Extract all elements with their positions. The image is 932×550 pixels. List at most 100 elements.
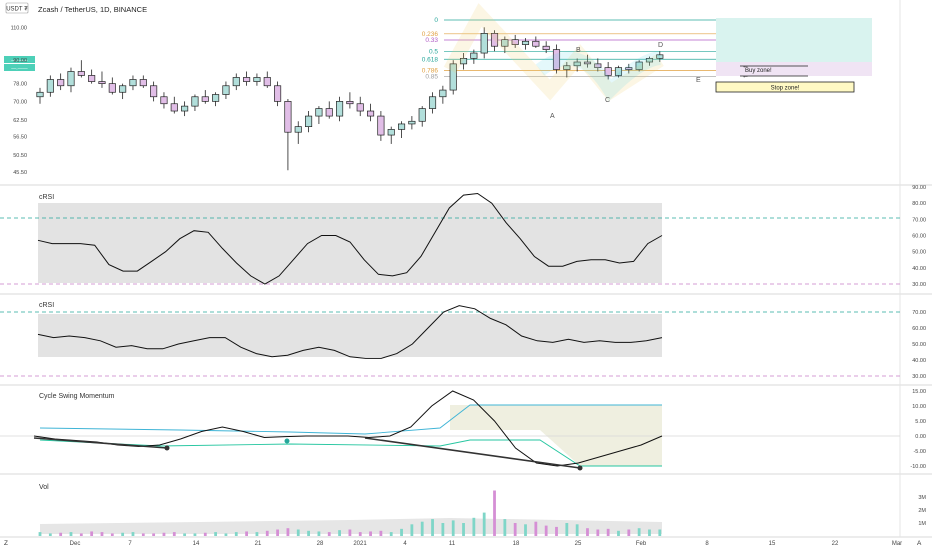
swing-trendline	[33, 437, 168, 449]
fib-level-label: 0.5	[429, 48, 438, 55]
pattern-point-e: E	[696, 77, 701, 84]
price-axis-label: 62.50	[13, 118, 27, 124]
fib-level-label: 0.33	[425, 37, 438, 44]
time-axis-label: Dec	[70, 541, 81, 547]
price-axis-label: 110.00	[11, 25, 27, 31]
candle	[243, 71, 251, 86]
price-axis-label: 78.00	[13, 82, 27, 88]
timezone-toggle[interactable]: Z	[4, 540, 8, 547]
axis-label: 60.00	[912, 326, 926, 332]
candle	[222, 81, 230, 100]
candle	[459, 53, 468, 70]
price-axis-label: 56.50	[13, 135, 27, 141]
volume-bar	[255, 532, 259, 536]
candle	[191, 94, 199, 112]
crsi-line	[37, 192, 663, 285]
axis-label: 70.00	[912, 310, 926, 316]
volume-bar	[472, 517, 476, 536]
price-axis-label: 50.50	[13, 153, 27, 159]
candle	[284, 99, 292, 171]
candle	[573, 58, 581, 72]
stop-zone-box[interactable]	[715, 81, 855, 93]
volume-bar	[59, 532, 63, 536]
swing-trendline-2	[364, 437, 581, 469]
candle	[160, 92, 168, 109]
volume-bar	[79, 533, 83, 536]
volume-bar	[245, 531, 248, 536]
swing-band	[450, 405, 662, 466]
fib-level-label: 0.786	[422, 68, 439, 75]
currency-badge-text: USDT ₮	[6, 7, 28, 13]
volume-bar	[234, 532, 238, 536]
time-axis-label: 14	[193, 541, 200, 547]
volume-bar	[658, 529, 662, 536]
volume-bar	[90, 531, 94, 536]
pattern-point-a: A	[550, 113, 555, 120]
fib-level-label: 0	[434, 17, 438, 24]
fib-extension-zone-lower	[716, 62, 872, 76]
pattern-point-b: B	[576, 47, 581, 54]
axis-label: 40.00	[912, 358, 926, 364]
candle	[428, 92, 437, 114]
candle	[480, 27, 488, 59]
volume-bar	[400, 528, 403, 536]
candle	[552, 44, 561, 74]
candle	[346, 92, 354, 109]
crsi-pane-2[interactable]: cRSI 70.00 60.00 50.00 40.00 30.00	[0, 302, 926, 380]
volume-bar	[265, 530, 269, 536]
volume-bar	[307, 530, 310, 536]
candle	[645, 56, 654, 66]
crsi-line-2	[37, 305, 663, 359]
candle	[98, 71, 106, 88]
candle	[253, 73, 261, 86]
volume-bar	[524, 524, 527, 536]
volume-bar	[379, 530, 383, 536]
volume-bar	[575, 524, 579, 536]
candle	[635, 60, 643, 72]
crsi-pane[interactable]: cRSI 90.00 80.00 70.00 60.00 50.00 40.00 30.00	[0, 185, 926, 288]
candle	[294, 121, 302, 144]
candle	[274, 81, 282, 107]
candle	[356, 96, 364, 117]
candle	[377, 111, 385, 141]
buy-zone-label: Buy zone!	[745, 68, 772, 74]
candle	[150, 81, 158, 102]
candle	[119, 83, 127, 100]
fib-extension-zone	[716, 18, 872, 62]
axis-label: 30.00	[912, 282, 926, 288]
currency-badge[interactable]	[5, 2, 29, 14]
volume-bar	[596, 529, 600, 536]
candle	[604, 62, 612, 80]
volume-bar	[214, 532, 218, 536]
volume-bar	[203, 532, 207, 536]
axis-label: 3M	[918, 495, 926, 501]
volume-bar	[482, 512, 486, 536]
candle	[398, 121, 406, 138]
price-tag-text-2: —.——	[11, 66, 27, 72]
auto-scale-toggle[interactable]: A	[917, 540, 922, 547]
volume-bar	[183, 533, 187, 536]
volume-bar	[617, 530, 620, 536]
axis-label: 40.00	[912, 266, 926, 272]
price-axis-label: 90.00	[13, 58, 27, 64]
volume-bar	[534, 521, 538, 536]
candle	[108, 77, 116, 95]
candle	[88, 69, 96, 84]
time-axis-label: 21	[255, 541, 262, 547]
cycle-swing-pane[interactable]: Cycle Swing Momentum 15.00 10.00 5.00 0.00 -…	[0, 389, 926, 471]
volume-bar	[586, 528, 589, 536]
candle	[511, 34, 519, 48]
fib-level-label: 0.618	[422, 56, 439, 63]
candle	[232, 73, 240, 91]
axis-label: 70.00	[912, 217, 926, 223]
axis-label: 10.00	[912, 404, 926, 410]
time-axis-label: 22	[832, 541, 839, 547]
volume-bar	[441, 523, 445, 536]
volume-bar	[369, 531, 372, 536]
volume-bar	[141, 533, 145, 536]
time-axis[interactable]: Dec 7 14 21 28 2021 4 11 18 25 Feb 8 15 22 Mar	[70, 541, 903, 547]
volume-pane[interactable]: Vol 3M 2M 1M	[38, 484, 927, 536]
volume-bar	[69, 532, 73, 536]
